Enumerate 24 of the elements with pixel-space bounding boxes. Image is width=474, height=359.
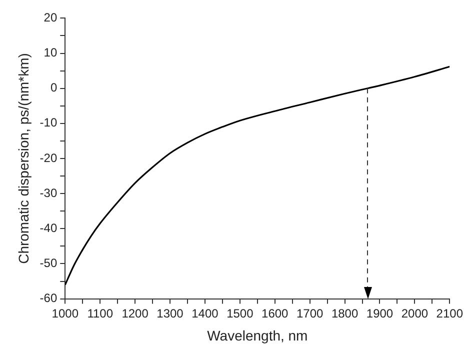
y-tick-label: -50 <box>40 256 58 270</box>
x-tick-label: 1900 <box>366 306 394 320</box>
x-tick-label: 1700 <box>296 306 324 320</box>
x-tick-label: 1500 <box>226 306 254 320</box>
x-tick-label: 1600 <box>262 306 289 320</box>
x-tick-label: 2100 <box>436 306 464 320</box>
x-axis-title: Wavelength, nm <box>207 327 308 344</box>
y-tick-label: 0 <box>50 80 58 95</box>
y-tick-label: -60 <box>40 291 58 306</box>
y-axis-title: Chromatic dispersion, ps/(nm*km) <box>15 53 32 264</box>
x-tick-label: 1100 <box>87 306 114 320</box>
line-series <box>65 66 450 286</box>
y-tick-label: 10 <box>44 46 58 60</box>
y-tick-label: -30 <box>40 186 58 200</box>
y-tick-label: -40 <box>40 220 58 235</box>
x-tick-label: 1300 <box>156 306 184 320</box>
x-tick-label: 1800 <box>331 306 358 320</box>
x-tick-label: 1400 <box>192 306 219 320</box>
y-tick-label: -10 <box>40 116 58 130</box>
x-tick-label: 1200 <box>122 306 149 320</box>
y-tick-label: -20 <box>40 150 58 165</box>
x-tick-label: 2000 <box>401 306 428 320</box>
y-tick-label: 20 <box>44 10 58 25</box>
x-tick-label: 1000 <box>52 306 79 320</box>
